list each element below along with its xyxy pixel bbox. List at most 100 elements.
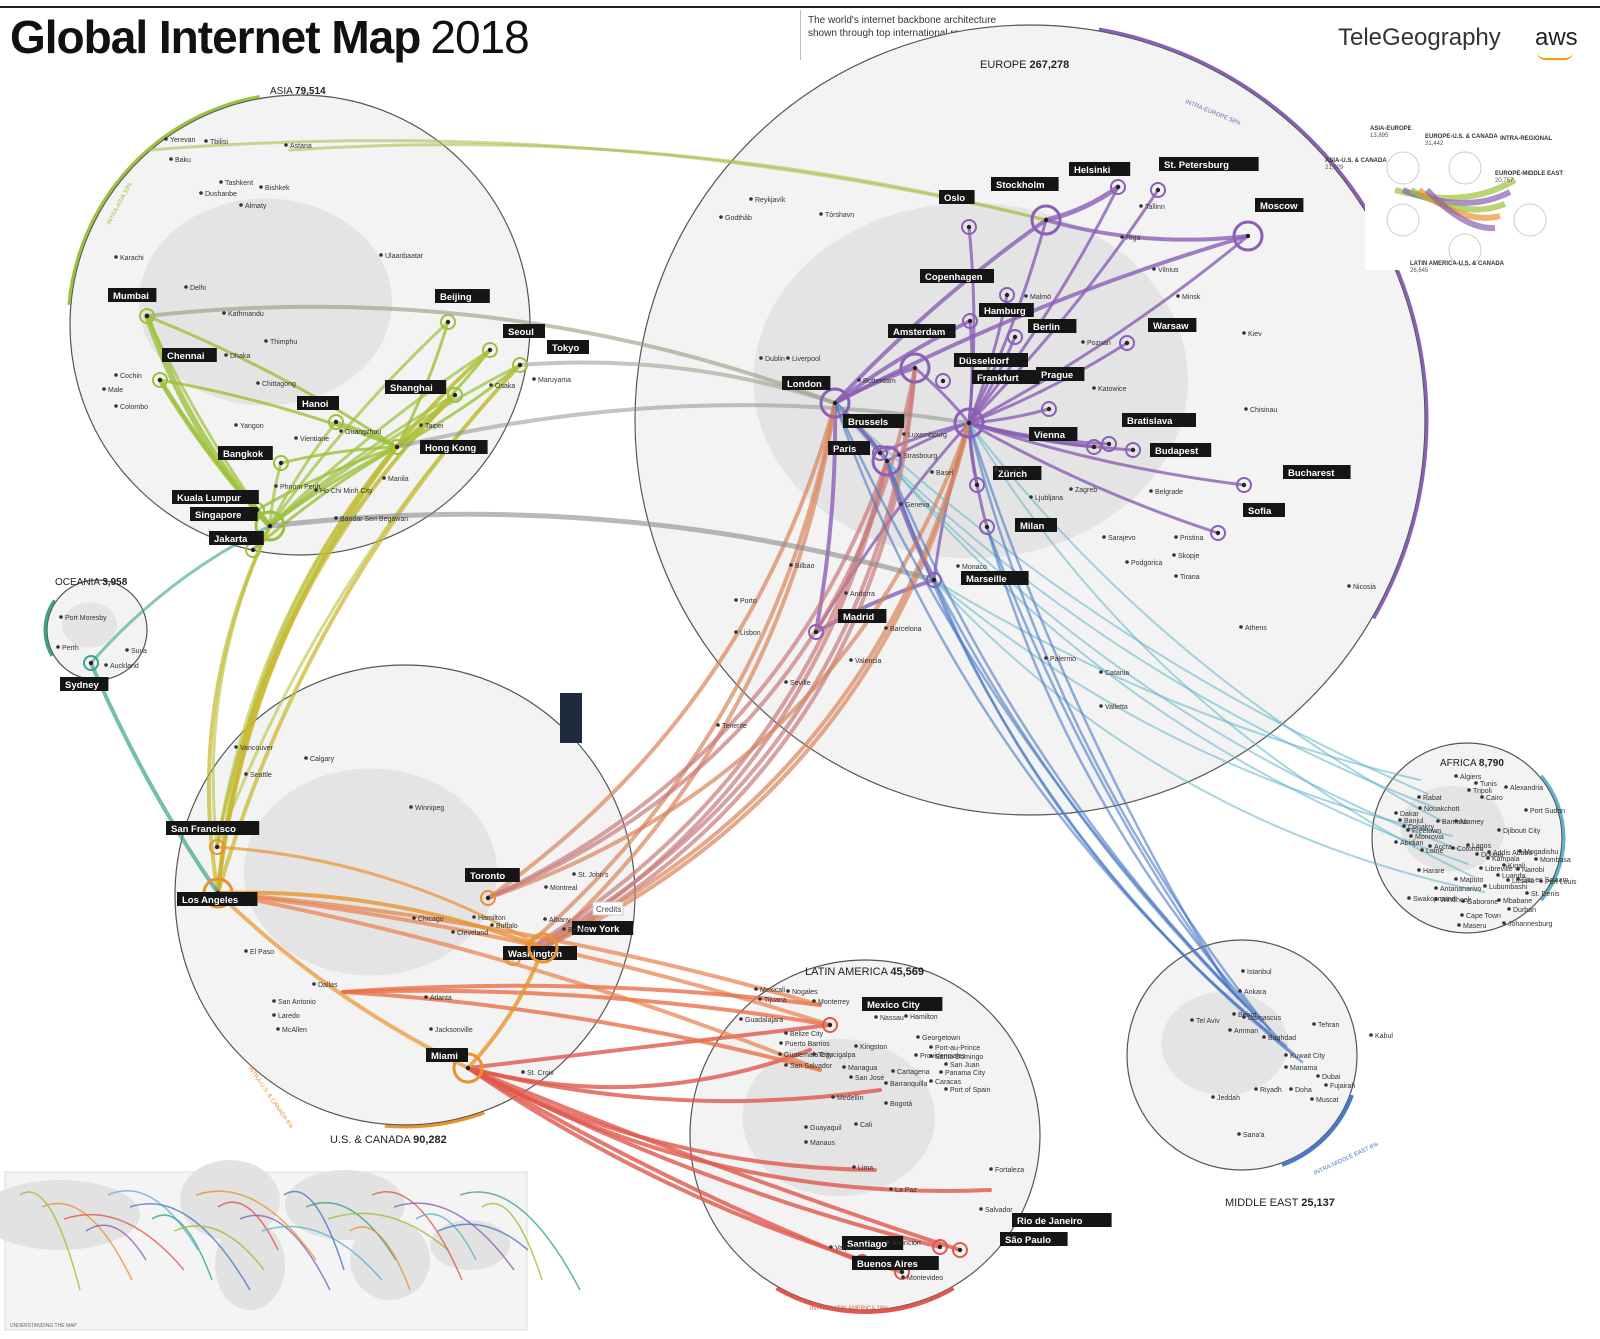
hub-label-moscow: Moscow [1260,201,1298,212]
city-africa-djibouti-city: Djibouti City [1503,828,1541,835]
route-4 [967,234,1250,425]
city-us_canada_minor-st-john-s: St. John's [578,872,609,879]
route-56 [268,320,450,528]
route-101 [215,845,545,950]
hub-label-stockholm: Stockholm [996,180,1045,191]
city-latin_america_minor-santo-domingo: Santo Domingo [935,1054,983,1061]
city-europe_minor-chisinau: Chisinau [1250,407,1277,414]
hub-ring-new-york [527,932,559,964]
city-dot-latin_america_minor-32 [889,1187,893,1191]
route-79 [145,304,837,405]
city-middle_east-beirut: Beirut [1238,1012,1256,1019]
city-dot-middle_east-5 [1228,1028,1232,1032]
city-africa-johannesburg: Johannesburg [1508,921,1552,928]
city-dot-us_canada_minor-9 [451,930,455,934]
city-africa-algiers: Algiers [1460,774,1482,781]
city-europe_minor-riga: Riga [1126,235,1141,242]
route-54 [145,314,399,449]
city-latin_america_minor-puerto-barrios: Puerto Barrios [785,1041,830,1048]
city-dot-europe_minor-11 [1081,340,1085,344]
city-latin_america_minor-asuncion: Asunción [892,1240,921,1247]
city-dot-africa-1 [1474,781,1478,785]
city-dot-africa-41 [1497,898,1501,902]
city-asia_minor-thimphu: Thimphu [270,339,297,346]
hub-label-santiago: Santiago [847,1239,887,1250]
telegeography-logo: TeleGeography [1338,24,1501,51]
city-dot-latin_america_minor-0 [754,987,758,991]
city-latin_america_minor-san-salvador: San Salvador [790,1063,833,1070]
city-oceania_minor-perth: Perth [62,645,79,652]
city-middle_east-damascus: Damascus [1248,1015,1282,1022]
region-label-middle_east: MIDDLE EAST 25,137 [1225,1197,1335,1209]
city-asia_minor-male: Male [108,387,123,394]
city-dot-europe_minor-6 [1176,294,1180,298]
city-dot-europe_minor-17 [930,470,934,474]
city-dot-africa-35 [1434,886,1438,890]
credits-button: Credits [596,905,621,914]
city-dot-europe_minor-15 [902,432,906,436]
city-dot-europe_minor-13 [1092,386,1096,390]
city-dot-africa-4 [1480,795,1484,799]
city-middle_east-sana-a: Sana'a [1243,1132,1265,1139]
city-dot-latin_america_minor-3 [812,999,816,1003]
city-dot-africa-27 [1516,867,1520,871]
city-europe_minor-liverpool: Liverpool [792,356,821,363]
hub-ring-prague [1041,401,1057,417]
city-dot-asia_minor-11 [222,311,226,315]
city-africa-monrovia: Monrovia [1415,834,1444,841]
city-us_canada_minor-laredo: Laredo [278,1013,300,1020]
city-us_canada_minor-hamilton: Hamilton [478,915,506,922]
hub-label-helsinki: Helsinki [1074,165,1110,176]
city-dot-us_canada_minor-8 [490,923,494,927]
hub-label-bg-moscow [1255,198,1304,212]
city-europe_minor-catania: Catania [1105,670,1129,677]
route-104 [89,661,220,895]
city-asia_minor-osaka: Osaka [495,383,515,390]
city-asia_minor-dushanbe: Dushanbe [205,191,237,198]
route-107 [834,402,1429,795]
city-dot-asia_minor-2 [169,157,173,161]
mini-land-4 [350,1220,430,1300]
city-dot-africa-13 [1409,834,1413,838]
mini-route-15 [349,1226,411,1291]
hub-label-hamburg: Hamburg [984,306,1026,317]
city-europe_minor-tenerife: Tenerife [722,723,747,730]
city-dot-middle_east-11 [1316,1074,1320,1078]
city-dot-latin_america_minor-26 [884,1101,888,1105]
city-dot-europe_minor-25 [1125,560,1129,564]
city-dot-middle_east-13 [1289,1087,1293,1091]
hub-dot-helsinki [1115,184,1121,190]
city-dot-latin_america_minor-25 [831,1095,835,1099]
city-latin_america_minor-san-juan: San Juan [950,1062,980,1069]
city-dot-africa-11 [1402,824,1406,828]
city-dot-latin_america_minor-22 [884,1081,888,1085]
hub-label-bg-mumbai [108,288,157,302]
city-dot-europe_minor-1 [719,215,723,219]
city-latin_america_minor-providenciales: Providenciales [920,1053,966,1060]
city-asia_minor-chittagong: Chittagong [262,381,296,388]
city-dot-europe_minor-39 [1239,625,1243,629]
route-108 [886,460,1437,809]
city-us_canada_minor-vancouver: Vancouver [240,745,274,752]
city-dot-africa-14 [1394,840,1398,844]
city-dot-us_canada_minor-7 [472,915,476,919]
city-latin_america_minor-fortaleza: Fortaleza [995,1167,1024,1174]
route-26 [833,218,1048,405]
hub-ring-paris [871,445,903,477]
city-latin_america_minor-cali: Cali [860,1122,873,1129]
city-dot-europe_minor-31 [734,598,738,602]
city-middle_east-riyadh: Riyadh [1260,1087,1282,1094]
city-latin_america_minor-port-au-prince: Port-au-Prince [935,1045,980,1052]
inset-label-5: LATIN AMERICA-U.S. & CANADA [1410,261,1505,267]
city-europe_minor-barcelona: Barcelona [890,626,922,633]
city-dot-latin_america_minor-35 [886,1240,890,1244]
city-latin_america_minor-caracas: Caracas [935,1079,962,1086]
hub-label-bratislava: Bratislava [1127,416,1173,427]
city-dot-us_canada_minor-6 [412,916,416,920]
inset-value-4: 26,645 [1410,268,1429,274]
city-dot-asia_minor-22 [382,476,386,480]
hub-ring-beijing [440,314,456,330]
region-value-us_canada: 90,282 [413,1134,447,1146]
route-109 [968,422,1445,823]
hub-dot-hanoi [333,419,339,425]
